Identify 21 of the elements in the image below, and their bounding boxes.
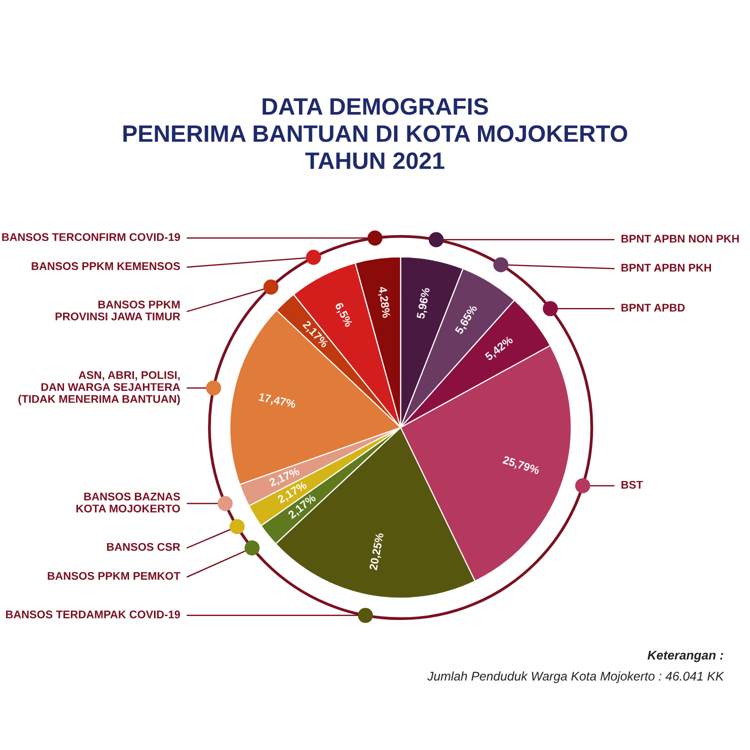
- slice-label: BPNT APBD: [622, 304, 685, 312]
- text: Keterangan :: [648, 650, 724, 662]
- slice-label: BPNT APBN PKH: [622, 264, 711, 272]
- data-label: 20,25%: [369, 532, 386, 571]
- slice-label: BANSOS TERDAMPAK COVID-19: [6, 610, 180, 618]
- slice-label: BANSOS PPKM PROVINSI JAWA TIMUR: [56, 300, 180, 320]
- legend-label: ASN, ABRI, POLISI, DAN WARGA SEJAHTERA (TIDAK MENERIMA BANTUAN): [18, 371, 180, 406]
- slice-label: BANSOS PPKM KEMENSOS: [32, 262, 180, 270]
- slice-label: BANSOS CSR: [107, 542, 180, 551]
- data-label: 6,5%: [333, 302, 354, 328]
- slice-label: BANSOS TERCONFIRM COVID-19: [2, 233, 180, 242]
- text: Jumlah Penduduk Warga Kota Mojokerto : 46.041 KK: [427, 671, 724, 684]
- data-label: 5,96%: [416, 287, 432, 320]
- slice-label: BANSOS BAZNAS KOTA MOJOKERTO: [76, 492, 180, 512]
- chart-title: DATA DEMOGRAFIS PENERIMA BANTUAN DI KOTA MOJOKERTO TAHUN 2021: [123, 98, 628, 170]
- slice-label: BST: [622, 480, 643, 489]
- data-label: 4,28%: [377, 286, 391, 318]
- data-label: 25,79%: [502, 456, 540, 476]
- data-label: 17,47%: [258, 392, 296, 410]
- slice-label: BANSOS PPKM PEMKOT: [48, 572, 180, 580]
- slice-label: BPNT APBN NON PKH: [622, 234, 739, 243]
